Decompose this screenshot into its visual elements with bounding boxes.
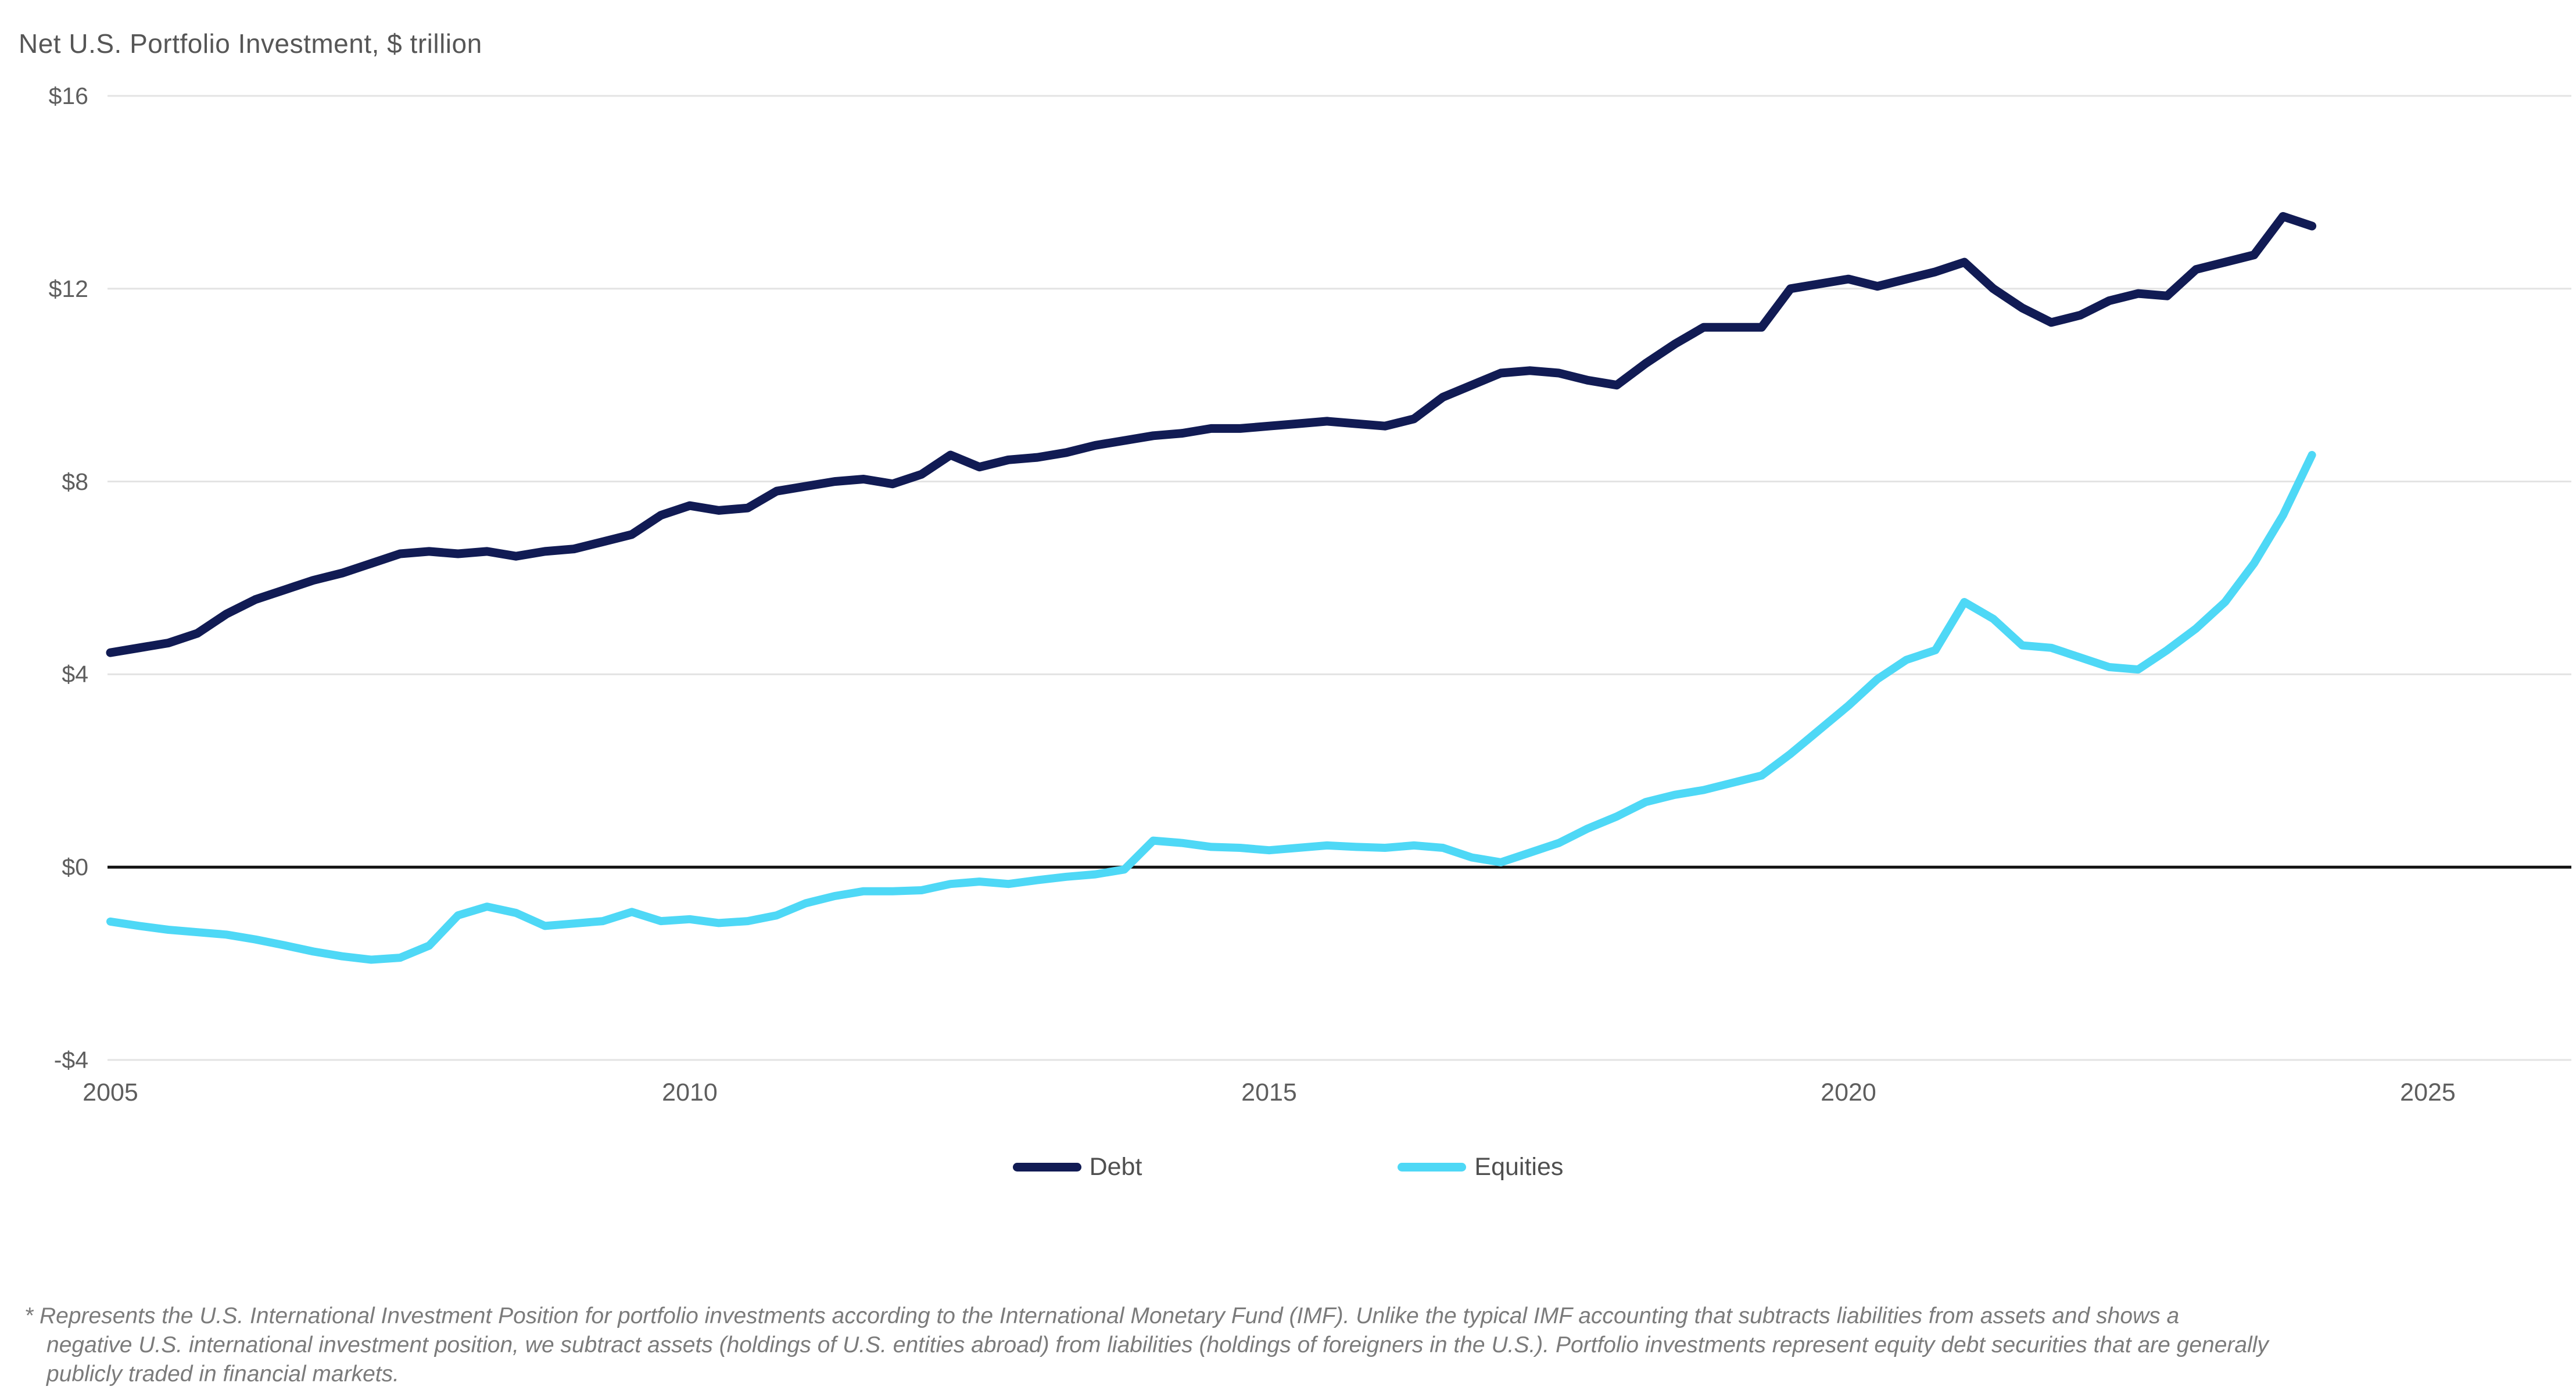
debt-line-swatch bbox=[1012, 1163, 1081, 1172]
y-tick-label: $4 bbox=[62, 661, 88, 688]
legend-label-debt: Debt bbox=[1089, 1153, 1142, 1181]
y-tick-label: -$4 bbox=[53, 1047, 88, 1073]
legend: Debt Equities bbox=[0, 1153, 2576, 1181]
legend-label-equities: Equities bbox=[1474, 1153, 1564, 1181]
footnote-line: * Represents the U.S. International Inve… bbox=[24, 1303, 2180, 1328]
y-tick-label: $0 bbox=[62, 854, 88, 881]
y-tick-label: $8 bbox=[62, 468, 88, 495]
footnote-line: publicly traded in financial markets. bbox=[46, 1362, 399, 1387]
equities-line-swatch bbox=[1398, 1163, 1467, 1172]
legend-item-equities: Equities bbox=[1398, 1153, 1563, 1181]
footnote-line: negative U.S. international investment p… bbox=[46, 1332, 2269, 1357]
x-tick-label: 2025 bbox=[2400, 1079, 2456, 1106]
footnote: * Represents the U.S. International Inve… bbox=[24, 1302, 2558, 1389]
legend-item-debt: Debt bbox=[1012, 1153, 1142, 1181]
x-tick-label: 2005 bbox=[83, 1079, 138, 1106]
y-tick-label: $12 bbox=[48, 275, 88, 302]
chart-title: Net U.S. Portfolio Investment, $ trillio… bbox=[19, 28, 482, 59]
x-tick-label: 2010 bbox=[662, 1079, 718, 1106]
x-tick-label: 2015 bbox=[1241, 1079, 1297, 1106]
y-tick-label: $16 bbox=[48, 83, 88, 109]
x-tick-label: 2020 bbox=[1821, 1079, 1876, 1106]
